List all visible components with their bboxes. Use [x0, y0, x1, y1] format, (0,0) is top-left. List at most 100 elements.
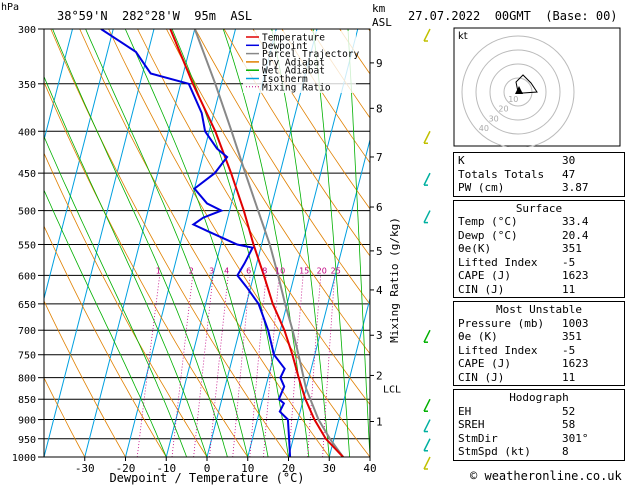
- height-unit-label-asl: ASL: [372, 16, 392, 29]
- mixing-ratio-line: [209, 275, 229, 457]
- index-row: θe(K) 351: [458, 242, 620, 256]
- pressure-tick-label: 700: [18, 326, 36, 337]
- isotherm-line: [206, 29, 318, 457]
- isotherm-line: [44, 29, 73, 142]
- temperature-trace: [169, 29, 344, 457]
- index-row: PW (cm) 3.87: [458, 181, 620, 195]
- mixing-ratio-label: 10: [275, 266, 285, 275]
- pressure-tick-label: 850: [18, 395, 36, 406]
- mixing-ratio-label: 3: [209, 266, 214, 275]
- site-name: weatheronline.co.uk: [484, 469, 622, 483]
- dry-adiabat: [79, 29, 330, 457]
- temp-tick-label: 10: [241, 462, 254, 475]
- index-label: Lifted Index: [458, 255, 538, 269]
- hodograph-ring-label: 20: [498, 105, 508, 114]
- index-label: Pressure (mb): [458, 316, 545, 330]
- mixing-ratio-label: 20: [317, 266, 327, 275]
- index-value: 1003: [562, 316, 589, 330]
- index-row: StmDir 301°: [458, 432, 620, 446]
- legend-label: Mixing Ratio: [262, 82, 331, 93]
- km-tick-label: 9: [376, 57, 383, 70]
- index-label: K: [458, 154, 465, 167]
- temp-tick-label: -30: [75, 462, 95, 475]
- wet-adiabat: [271, 29, 330, 457]
- dry-adiabat: [44, 81, 249, 457]
- index-row: K 30: [458, 154, 620, 168]
- index-value: 11: [562, 282, 576, 296]
- pressure-tick-label: 750: [18, 351, 36, 362]
- wind-barb: [423, 456, 431, 470]
- index-value: 351: [562, 330, 582, 343]
- dry-adiabat: [44, 299, 126, 457]
- legend-label: Temperature: [262, 33, 325, 44]
- index-row: CIN (J) 11: [458, 283, 620, 297]
- index-row: Lifted Index -5: [458, 256, 620, 270]
- km-tick-label: 3: [376, 329, 383, 342]
- wet-adiabat: [312, 29, 350, 457]
- pressure-tick-label: 350: [18, 80, 36, 91]
- isotherm-line: [44, 29, 155, 457]
- dewpoint-trace: [100, 29, 292, 457]
- km-tick-label: 1: [376, 416, 383, 429]
- wet-adiabat: [44, 189, 167, 457]
- index-row: Pressure (mb) 1003: [458, 317, 620, 331]
- index-value: 351: [562, 242, 582, 255]
- legend-label: Dewpoint: [262, 41, 308, 52]
- index-value: 47: [562, 167, 576, 181]
- mixing-ratio-line: [307, 275, 322, 457]
- pressure-tick-label: 450: [18, 169, 36, 180]
- index-label: Dewp (°C): [458, 228, 518, 242]
- surface-box: Surface Temp (°C) 33.4 Dewp (°C) 20.4 θe(K) 35…: [453, 199, 625, 298]
- index-value: 20.4: [562, 228, 589, 242]
- wet-adiabat: [44, 75, 208, 457]
- mixing-ratio-line: [136, 275, 161, 457]
- hodograph-ring: [489, 63, 547, 121]
- pressure-tick-label: 400: [18, 127, 36, 138]
- wind-barb: [423, 130, 431, 144]
- legend-label: Parcel Trajectory: [262, 49, 360, 60]
- wet-adiabat: [347, 29, 370, 457]
- pressure-tick-label: 950: [18, 435, 36, 446]
- hodograph-ring-label: 30: [489, 114, 499, 123]
- dry-adiabat: [166, 29, 370, 355]
- km-tick-label: 4: [376, 284, 383, 297]
- wet-adiabat: [124, 29, 269, 457]
- pressure-tick-label: 300: [18, 25, 36, 36]
- footer: © weatheronline.co.uk: [470, 469, 622, 483]
- temp-tick-label: -10: [156, 462, 176, 475]
- pressure-tick-label: 500: [18, 207, 36, 218]
- isotherm-line: [328, 296, 370, 457]
- index-value: -5: [562, 255, 576, 269]
- index-value: 8: [562, 445, 569, 458]
- wind-barb: [423, 172, 431, 186]
- lcl-label: LCL: [383, 385, 401, 396]
- mixing-ratio-line: [322, 275, 335, 457]
- index-label: CAPE (J): [458, 269, 511, 282]
- index-label: θe (K): [458, 330, 498, 343]
- pressure-tick-label: 1000: [12, 453, 36, 464]
- index-row: Totals Totals 47: [458, 168, 620, 182]
- pressure-tick-label: 600: [18, 271, 36, 282]
- index-value: 1623: [562, 269, 589, 282]
- height-unit-label: km: [372, 2, 386, 15]
- index-label: StmSpd (kt): [458, 445, 531, 458]
- wet-adiabat: [44, 135, 187, 457]
- dry-adiabat: [252, 29, 370, 210]
- mixing-ratio-line: [232, 275, 251, 457]
- index-label: Totals Totals: [458, 167, 545, 181]
- wind-barb: [423, 419, 431, 432]
- x-axis-label: Dewpoint / Temperature (°C): [109, 471, 304, 485]
- wet-adiabat: [222, 29, 310, 457]
- pressure-tick-label: 900: [18, 416, 36, 427]
- indices-panel: K 30 Totals Totals 47 PW (cm) 3.87 Surface Tem…: [453, 152, 625, 464]
- wind-barb: [423, 438, 431, 452]
- index-label: Lifted Index: [458, 343, 538, 357]
- most-unstable-box: Most Unstable Pressure (mb) 1003 θe (K) 351 L…: [453, 301, 625, 386]
- dry-adiabat: [223, 29, 370, 257]
- index-value: 52: [562, 404, 576, 418]
- temp-tick-label: 20: [282, 462, 295, 475]
- datetime-title: 27.07.2022 00GMT (Base: 00): [408, 9, 618, 23]
- pressure-tick-label: 800: [18, 374, 36, 385]
- index-label: Temp (°C): [458, 215, 518, 228]
- box-title: Most Unstable: [495, 303, 583, 316]
